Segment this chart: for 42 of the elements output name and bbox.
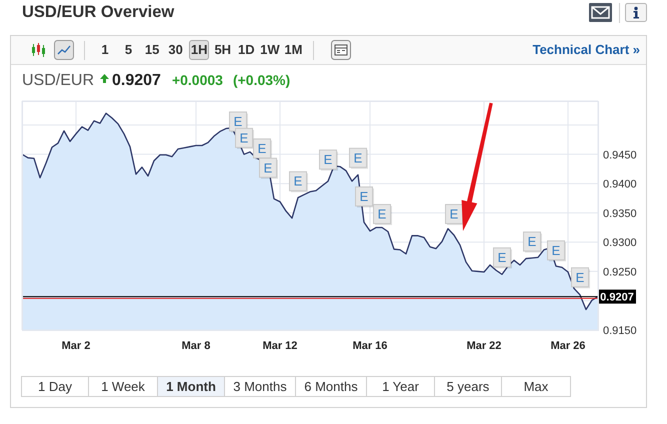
text: 1 5 15 30 1H 5H 1D 1W 1M [101, 42, 302, 57]
data-label: E [258, 140, 267, 156]
button: 1 Year [366, 376, 435, 397]
y-tick-label: 0.9450 [603, 149, 637, 162]
text: +0.0003 [172, 72, 223, 88]
data-label: E [234, 114, 243, 129]
button: 3 Months [224, 376, 296, 397]
button: 6 Months [295, 376, 367, 397]
data-label: E [498, 250, 507, 265]
data-label: E [450, 206, 459, 222]
y-tick-label: 0.9400 [603, 178, 637, 191]
ref-line-label: 0.9207 [600, 292, 634, 304]
chart-title: USD/EUR Overview [22, 3, 174, 22]
data-label: E [378, 206, 387, 222]
y-tick-label: 0.9350 [603, 208, 637, 220]
data-label: E [552, 242, 561, 258]
button: 1 Month [157, 376, 225, 397]
x-tick-label: Mar 2 [62, 340, 90, 352]
y-tick-label: 0.9150 [603, 325, 637, 337]
y-tick-label: 0.9300 [603, 237, 637, 250]
button: 1 Week [88, 376, 158, 397]
text: 0.9207 [112, 72, 161, 90]
data-label: E [324, 152, 333, 168]
button: 1 Day [21, 376, 89, 397]
text: Technical Chart » [532, 42, 640, 57]
data-label: E [240, 130, 249, 146]
x-tick-label: Mar 12 [262, 340, 298, 352]
button: 5 years [434, 376, 502, 397]
data-label: E [354, 150, 363, 166]
data-label: E [576, 270, 585, 285]
x-tick-label: Mar 22 [466, 340, 502, 352]
data-label: E [294, 174, 303, 189]
button: Max [501, 376, 571, 397]
text: (+0.03%) [232, 72, 290, 88]
x-tick-label: Mar 26 [550, 340, 586, 352]
y-tick-label: 0.9250 [603, 266, 637, 278]
data-label: E [264, 160, 273, 176]
text: USD/EUR [22, 72, 94, 90]
data-label: E [528, 234, 537, 250]
x-tick-label: Mar 8 [182, 340, 210, 352]
data-label: E [360, 188, 369, 204]
x-tick-label: Mar 16 [352, 340, 388, 352]
